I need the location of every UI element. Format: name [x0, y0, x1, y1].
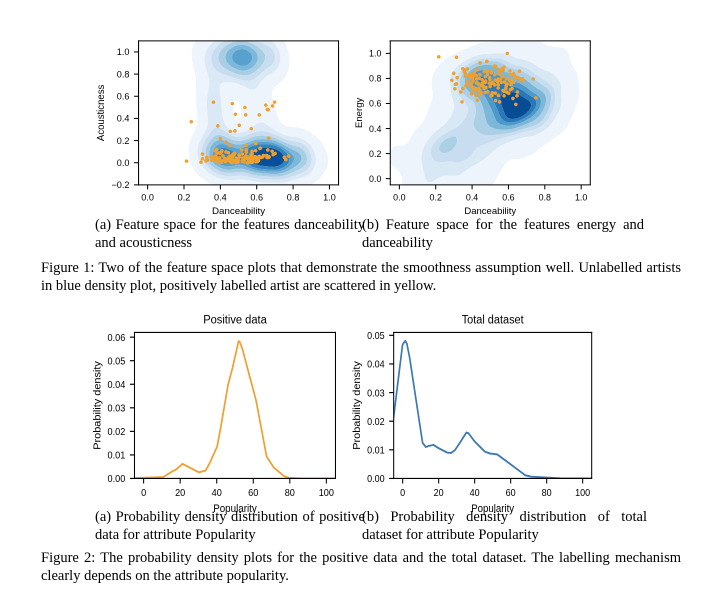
svg-text:Acousticness: Acousticness — [97, 85, 108, 142]
svg-text:1.0: 1.0 — [575, 192, 587, 202]
svg-text:0: 0 — [400, 487, 405, 499]
svg-text:0.0: 0.0 — [117, 158, 130, 168]
svg-text:Energy: Energy — [354, 98, 365, 129]
svg-text:0.8: 0.8 — [287, 192, 300, 202]
svg-text:0.8: 0.8 — [369, 74, 381, 84]
svg-text:20: 20 — [434, 487, 444, 499]
svg-text:0.03: 0.03 — [367, 387, 385, 399]
svg-text:0.2: 0.2 — [178, 192, 191, 202]
svg-text:80: 80 — [542, 487, 552, 499]
svg-text:40: 40 — [470, 487, 480, 499]
svg-text:80: 80 — [284, 487, 294, 499]
svg-text:0.4: 0.4 — [214, 192, 227, 202]
svg-text:0.4: 0.4 — [369, 124, 381, 134]
svg-text:0.05: 0.05 — [367, 330, 385, 342]
svg-text:0.05: 0.05 — [107, 356, 125, 368]
svg-text:−0.2: −0.2 — [112, 180, 130, 190]
svg-text:0.02: 0.02 — [107, 426, 125, 438]
svg-text:0.8: 0.8 — [538, 192, 550, 202]
svg-text:Positive data: Positive data — [203, 313, 267, 327]
svg-text:0.2: 0.2 — [117, 136, 130, 146]
svg-text:0.04: 0.04 — [367, 359, 385, 371]
svg-text:0.06: 0.06 — [107, 332, 125, 344]
svg-text:60: 60 — [248, 487, 258, 499]
svg-text:1.0: 1.0 — [324, 192, 337, 202]
svg-text:0: 0 — [141, 487, 146, 499]
svg-text:0.02: 0.02 — [367, 416, 385, 428]
svg-text:20: 20 — [175, 487, 185, 499]
svg-text:Probability density: Probability density — [353, 360, 363, 449]
svg-text:0.6: 0.6 — [502, 192, 514, 202]
svg-text:60: 60 — [506, 487, 516, 499]
svg-text:0.0: 0.0 — [393, 192, 405, 202]
svg-text:0.01: 0.01 — [107, 450, 125, 462]
svg-text:1.0: 1.0 — [369, 49, 381, 59]
svg-text:Probability density: Probability density — [92, 360, 102, 449]
svg-text:0.8: 0.8 — [117, 70, 130, 80]
svg-text:1.0: 1.0 — [117, 47, 130, 57]
svg-text:Total dataset: Total dataset — [462, 313, 525, 327]
svg-text:0.6: 0.6 — [369, 99, 381, 109]
svg-text:100: 100 — [318, 487, 333, 499]
svg-text:0.2: 0.2 — [429, 192, 441, 202]
svg-text:0.6: 0.6 — [251, 192, 264, 202]
svg-text:0.0: 0.0 — [369, 174, 381, 184]
svg-text:40: 40 — [211, 487, 221, 499]
svg-text:0.01: 0.01 — [367, 445, 385, 457]
svg-text:0.2: 0.2 — [369, 149, 381, 159]
svg-text:0.00: 0.00 — [107, 473, 125, 485]
svg-text:0.00: 0.00 — [367, 473, 385, 485]
svg-text:0.0: 0.0 — [142, 192, 155, 202]
svg-text:0.4: 0.4 — [466, 192, 478, 202]
svg-text:100: 100 — [575, 487, 590, 499]
svg-text:0.6: 0.6 — [117, 92, 130, 102]
svg-text:0.03: 0.03 — [107, 403, 125, 415]
svg-text:0.4: 0.4 — [117, 114, 130, 124]
svg-text:0.04: 0.04 — [107, 379, 125, 391]
